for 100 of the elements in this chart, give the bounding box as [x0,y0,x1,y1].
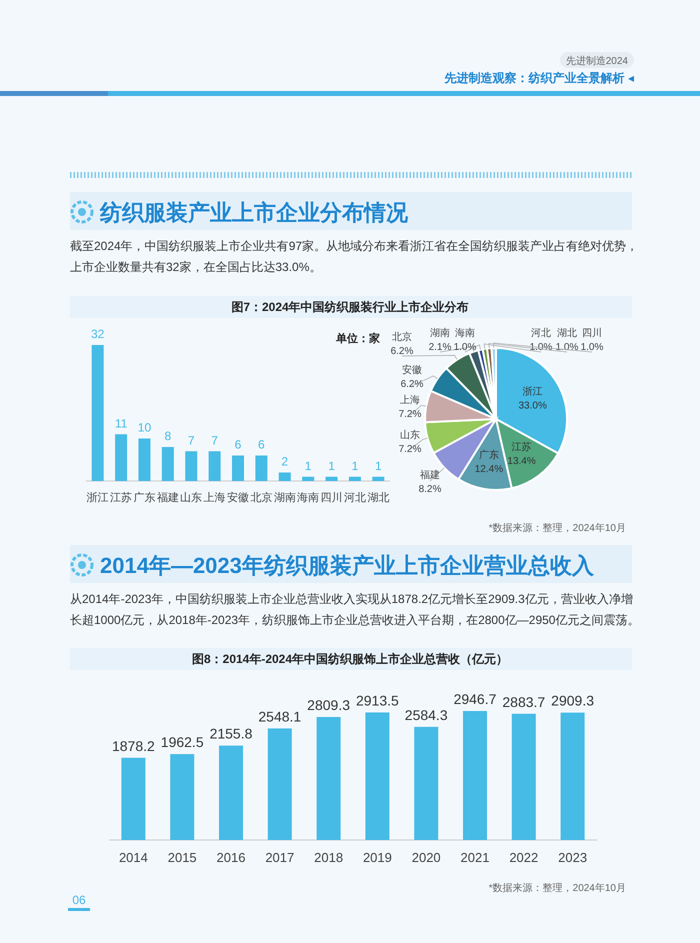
x-tick-label: 2017 [265,850,294,865]
bar [121,758,146,840]
data-label: 8 [164,429,172,443]
slice-label: 湖南 [430,327,450,339]
x-tick-label: 2020 [412,850,441,865]
data-label: 1.0% [454,342,477,353]
bar [560,712,585,840]
data-label: 13.4% [507,456,536,468]
slice-label: 安徽 [402,364,422,376]
text: *数据来源：整理，2024年10月 [488,522,626,534]
data-label: 7 [211,433,218,448]
data-label: 2584.3 [404,706,448,723]
data-label: 7 [188,433,195,448]
x-tick-label: 河北 [344,491,366,504]
slice-label: 江苏 [512,441,532,454]
bar [372,476,384,481]
data-label: 6.2% [390,346,414,357]
data-label: 6.2% [400,379,424,390]
slice-label: 上海 [400,394,420,406]
slice-label: 浙江 [522,385,543,398]
data-label: 1.0% [580,342,604,353]
data-label: 2883.7 [502,694,546,710]
bar [512,714,536,840]
data-label: 2548.1 [258,708,302,724]
x-tick-label: 广东 [133,491,156,504]
data-label: 2946.7 [454,691,497,707]
bar [326,476,338,481]
data-label: 1 [304,458,312,473]
data-label: 11 [114,416,128,430]
text: 先进制造2024 [566,55,628,67]
data-label: 2909.3 [551,692,594,709]
data-label: 8.2% [418,484,442,495]
slice-label: 四川 [582,327,602,339]
data-label: 1.0% [556,342,579,353]
text: *数据来源：整理，2024年10月 [488,882,626,894]
bar [302,476,314,481]
data-label: 32 [91,327,105,341]
data-label: 2913.5 [356,692,400,708]
data-label: 2.1% [428,342,452,353]
bar [348,476,361,481]
data-label: 33.0% [518,400,547,412]
bar [219,746,243,840]
annotation: 单位：家 [335,332,380,345]
slice-label: 福建 [420,469,440,481]
data-label: 2 [281,454,288,468]
data-label: 12.4% [474,464,504,476]
data-label: 2809.3 [307,697,350,714]
text: 纺织服装产业上市企业分布情况 [99,200,409,225]
x-tick-label: 2022 [509,850,538,865]
x-tick-label: 2023 [558,850,588,865]
chart-title: 图7：2024年中国纺织服装行业上市企业分布 [231,300,469,314]
slice-label: 湖北 [557,327,577,339]
slice-label: 河北 [531,327,551,339]
x-tick-label: 浙江 [86,491,109,504]
x-tick-label: 2018 [314,850,344,865]
bar [208,451,221,481]
x-tick-label: 2021 [460,850,490,865]
x-tick-label: 2014 [118,850,148,865]
bar [316,717,341,840]
text: 从2014年-2023年，中国纺织服装上市企业总营业收入实现从1878.2亿元增长至2909.3亿元，营业收入净增长超1000亿元，从2018年-2023年，纺织服饰上市企业总营收进入平台期，在2800亿—2950亿元之间震荡。 [70,592,640,627]
data-label: 1962.5 [160,734,204,750]
x-tick-label: 江苏 [110,491,132,504]
text: 截至2024年，中国纺织服装上市企业共有97家。从地域分布来看浙江省在全国纺织服装产业占有绝对优势，上市企业数量共有32家，在全国占比达33.0%。 [70,239,638,274]
x-tick-label: 福建 [156,491,179,504]
x-tick-label: 山东 [180,491,202,504]
bar [268,728,292,840]
data-label: 1878.2 [112,738,156,754]
text: 2014年—2023年纺织服装产业上市企业营业总收入 [100,553,595,578]
x-tick-label: 2015 [168,850,197,865]
bar [185,451,198,481]
slice-label: 海南 [455,327,475,339]
data-label: 2155.8 [210,726,253,742]
x-tick-label: 2016 [216,850,246,865]
data-label: 6 [258,438,266,452]
data-label: 6 [234,438,242,452]
data-label: 1 [352,458,359,473]
bar [170,754,194,840]
bar [414,726,438,840]
x-tick-label: 四川 [320,491,343,504]
text: 先进制造观察：纺织产业全景解析 ◂ [444,71,634,85]
bar [232,456,244,481]
x-tick-label: 海南 [297,491,320,504]
x-tick-label: 上海 [204,491,226,504]
bar [92,345,104,481]
data-label: 10 [138,420,152,434]
bar [138,438,150,481]
bar [463,711,487,840]
x-tick-label: 2019 [362,850,392,865]
chart-title: 图8：2014年-2024年中国纺织服饰上市企业总营收（亿元） [192,652,508,666]
slice-label: 北京 [392,331,412,343]
slice-label: 山东 [400,429,420,441]
data-label: 7.2% [398,409,422,420]
x-tick-label: 湖北 [367,491,390,504]
bar [255,456,268,481]
data-label: 1 [374,458,382,473]
x-tick-label: 北京 [250,491,272,504]
bar [365,712,390,840]
bar [162,447,174,481]
data-label: 1 [328,458,336,473]
bar [278,472,291,481]
